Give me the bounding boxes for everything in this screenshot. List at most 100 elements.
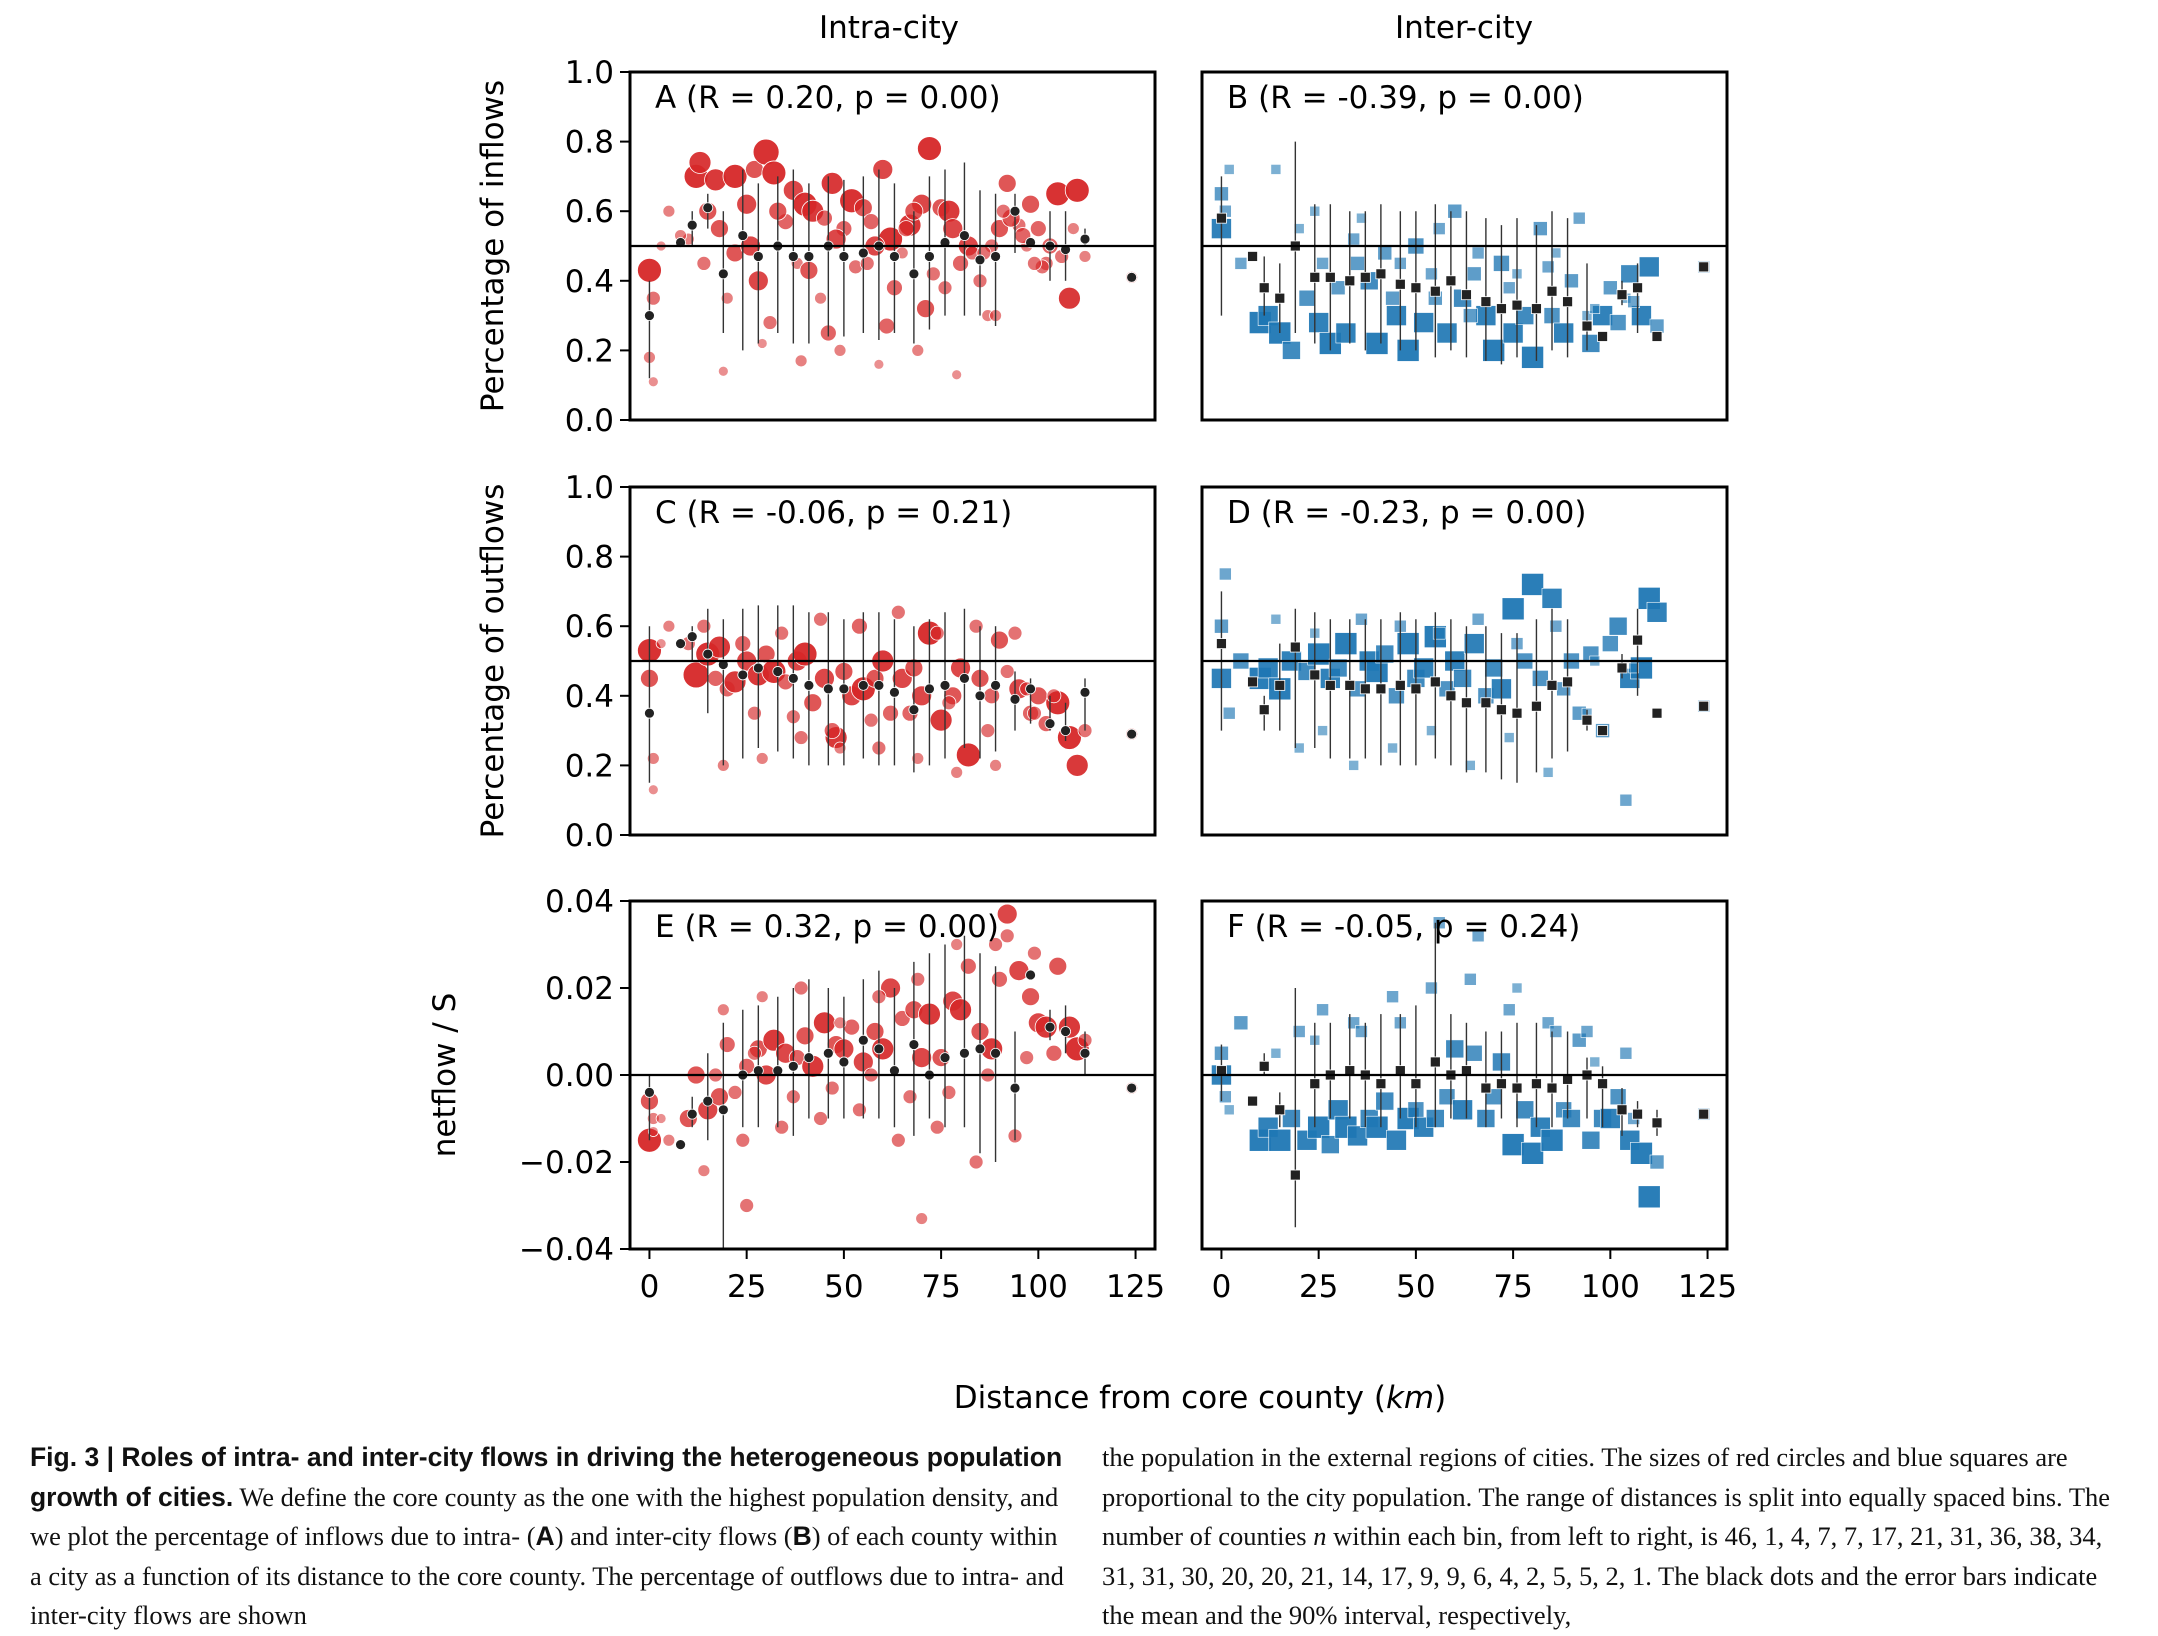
mean-marker xyxy=(1597,331,1608,342)
data-point xyxy=(915,1212,929,1225)
data-point xyxy=(1347,1125,1368,1147)
data-point xyxy=(882,704,899,722)
data-point xyxy=(727,1085,743,1100)
data-point xyxy=(755,752,769,765)
panel-f: F (R = -0.05, p = 0.24) 0 25 50 75 100 125 xyxy=(1200,899,1737,1305)
data-point xyxy=(1298,289,1316,307)
plot-frame xyxy=(1200,899,1729,1251)
data-point xyxy=(941,695,957,711)
data-point xyxy=(647,784,659,796)
data-point xyxy=(720,291,734,305)
caption-text-3: ) of each county within a city as a func… xyxy=(30,1521,1064,1630)
data-point xyxy=(813,611,828,627)
mean-marker xyxy=(908,704,920,716)
data-point xyxy=(1426,725,1437,736)
y-tick-label: 0.0 xyxy=(565,403,614,439)
data-point xyxy=(950,765,964,779)
data-point xyxy=(1219,567,1232,581)
data-point xyxy=(1549,619,1563,633)
data-point xyxy=(859,255,875,271)
mean-marker xyxy=(803,679,815,691)
mean-marker xyxy=(1344,679,1356,691)
mean-marker xyxy=(939,679,951,691)
data-point xyxy=(1334,632,1358,655)
data-point xyxy=(1219,1090,1232,1104)
data-point xyxy=(1027,705,1042,721)
mean-marker xyxy=(1581,320,1593,332)
data-point xyxy=(1484,658,1503,678)
data-point xyxy=(1466,266,1482,282)
data-point xyxy=(1396,339,1420,362)
mean-marker xyxy=(1698,700,1710,712)
data-point xyxy=(1572,211,1586,225)
data-point xyxy=(792,641,818,667)
data-point xyxy=(989,759,1002,772)
mean-marker xyxy=(1445,690,1457,702)
mean-marker xyxy=(1044,718,1056,730)
data-point xyxy=(916,299,935,319)
mean-marker xyxy=(1309,669,1321,681)
data-point xyxy=(795,1026,815,1046)
panel-annotation: F (R = -0.05, p = 0.24) xyxy=(1227,909,1580,945)
mean-marker xyxy=(1009,1082,1021,1094)
data-point xyxy=(1608,616,1628,636)
data-point xyxy=(1027,945,1042,961)
data-point xyxy=(1356,212,1367,224)
data-point xyxy=(872,159,894,180)
data-point xyxy=(1638,256,1660,278)
data-point xyxy=(1355,1025,1368,1038)
mean-marker xyxy=(873,1043,885,1055)
data-point xyxy=(997,173,1017,193)
mean-marker xyxy=(1511,1082,1523,1094)
caption-ref-a: A xyxy=(535,1521,555,1551)
mean-marker xyxy=(1258,282,1270,294)
caption-ref-b: B xyxy=(792,1521,812,1551)
plot-frame xyxy=(628,70,1157,422)
panels-group: A (R = 0.20, p = 0.00) 0.0 0.2 0.4 0.6 0.8 1.0… xyxy=(427,55,1737,1305)
mean-marker xyxy=(702,1095,714,1107)
data-point xyxy=(929,625,945,641)
data-point xyxy=(1515,306,1535,325)
mean-marker xyxy=(1531,1078,1542,1090)
mean-marker xyxy=(675,1139,686,1150)
mean-marker xyxy=(959,230,970,241)
data-point xyxy=(1646,601,1668,623)
y-axis-label: Percentage of inflows xyxy=(475,80,511,412)
data-point xyxy=(1562,1109,1581,1128)
data-point xyxy=(1503,732,1515,743)
data-point xyxy=(929,708,953,732)
caption-right: the population in the external regions o… xyxy=(1102,1438,2132,1636)
data-point xyxy=(968,1154,984,1170)
data-point xyxy=(991,970,1008,988)
data-point xyxy=(1511,982,1523,994)
data-point xyxy=(1521,346,1544,369)
mean-marker xyxy=(1698,261,1710,273)
mean-marker xyxy=(1274,1104,1286,1116)
mean-marker xyxy=(1616,1104,1628,1116)
data-point xyxy=(1619,1046,1633,1060)
mean-marker xyxy=(1009,205,1021,217)
data-point xyxy=(803,693,823,713)
data-point xyxy=(941,1085,957,1100)
data-point xyxy=(1257,657,1279,679)
x-tick-label: 100 xyxy=(1009,1269,1068,1305)
mean-marker xyxy=(1546,679,1558,691)
x-tick-label: 125 xyxy=(1106,1269,1165,1305)
mean-marker xyxy=(857,247,869,259)
y-axis-label: Percentage of outflows xyxy=(475,484,511,839)
x-tick-label: 25 xyxy=(727,1269,766,1305)
data-point xyxy=(1502,1003,1516,1017)
data-point xyxy=(1521,573,1544,596)
data-point xyxy=(1348,760,1359,771)
data-point xyxy=(917,136,942,161)
y-axis-label: netflow / S xyxy=(427,993,463,1158)
mean-marker xyxy=(1511,299,1523,311)
data-point xyxy=(1413,657,1434,679)
data-point xyxy=(968,618,984,634)
data-point xyxy=(820,171,844,195)
data-point xyxy=(1268,1128,1292,1152)
data-point xyxy=(1375,1091,1395,1111)
data-point xyxy=(1581,1130,1601,1150)
data-point xyxy=(1307,1115,1330,1139)
caption-text-4: the population in the external regions o… xyxy=(1102,1442,2111,1551)
